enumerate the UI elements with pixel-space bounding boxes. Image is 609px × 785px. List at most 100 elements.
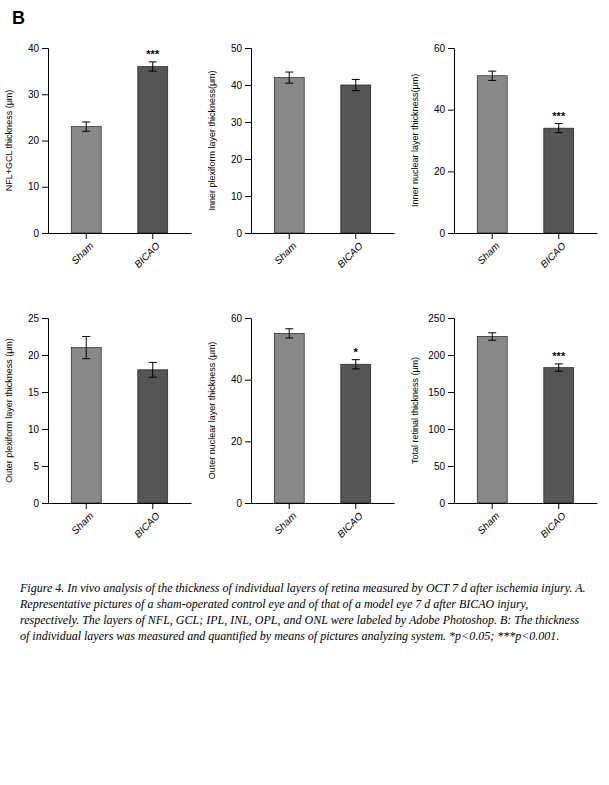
tick-label: 50 — [434, 461, 446, 472]
error-line — [289, 329, 290, 338]
tick-label: 20 — [434, 166, 446, 177]
tick: 50 — [231, 43, 251, 54]
bar — [274, 333, 304, 503]
tick: 0 — [236, 498, 251, 509]
tick: BICAO — [335, 233, 365, 270]
caption: Figure 4. In vivo analysis of the thickn… — [19, 581, 586, 643]
axis-line — [49, 503, 192, 504]
tick: 60 — [231, 313, 251, 324]
tick-mark — [355, 503, 356, 509]
tick-label: BICAO — [538, 240, 568, 270]
error-bar — [352, 360, 360, 369]
tick-label: 150 — [428, 387, 445, 398]
tick-mark — [289, 233, 290, 239]
tick-label: 40 — [231, 374, 243, 385]
x-axis: Sham BICAO — [49, 503, 192, 540]
tick-label: BICAO — [538, 510, 568, 540]
error-bar — [488, 333, 496, 340]
error-cap — [82, 336, 90, 337]
figure: B010203040ShamBICAONFL+GCL thickness (μm… — [0, 0, 609, 785]
tick-label: 200 — [428, 350, 445, 361]
tick-label: 100 — [428, 424, 445, 435]
caption-line: respectively. The layers of NFL, GCL; IP… — [20, 613, 580, 627]
tick-label: 10 — [231, 191, 243, 202]
error-line — [152, 62, 153, 71]
x-axis: Sham BICAO — [252, 503, 395, 540]
tick-mark — [42, 141, 48, 142]
tick-mark — [245, 503, 251, 504]
error-cap — [149, 61, 157, 62]
y-axis: 0204060 — [231, 313, 252, 509]
tick-label: Sham — [69, 510, 95, 536]
error-line — [86, 122, 87, 131]
x-axis: Sham BICAO — [252, 233, 395, 270]
axis-line — [252, 233, 395, 234]
annotation: *** — [146, 48, 160, 60]
tick: Sham — [272, 503, 298, 536]
tick: 60 — [434, 43, 454, 54]
tick: 20 — [28, 135, 48, 146]
tick-mark — [245, 233, 251, 234]
chart: 0204060ShamBICAOInner nuclear layer thic… — [410, 43, 598, 270]
error-cap — [555, 363, 563, 364]
tick: Sham — [272, 233, 298, 266]
tick-label: 40 — [434, 104, 446, 115]
caption-line: of individual layers was measured and qu… — [20, 629, 559, 643]
bar — [274, 78, 304, 233]
error-cap — [82, 358, 90, 359]
tick-label: 10 — [28, 424, 40, 435]
y-axis-title: NFL+GCL thickness (μm) — [4, 90, 14, 192]
axis-line — [455, 503, 598, 504]
tick-label: 0 — [33, 498, 39, 509]
tick: 30 — [28, 89, 48, 100]
bar — [341, 85, 371, 233]
y-axis: 0 20 40 60 — [434, 43, 455, 239]
tick: 0 — [439, 228, 454, 239]
tick-mark — [42, 429, 48, 430]
axis-line — [448, 319, 455, 504]
tick-label: 25 — [28, 313, 40, 324]
annotation: *** — [552, 350, 566, 362]
error-line — [558, 124, 559, 133]
tick-mark — [448, 233, 454, 234]
tick: 40 — [231, 80, 251, 91]
axis-line — [252, 503, 395, 504]
tick-mark — [42, 48, 48, 49]
annotation: *** — [552, 110, 566, 122]
error-cap — [285, 338, 293, 339]
tick-mark — [245, 441, 251, 442]
error-cap — [352, 359, 360, 360]
y-axis-title: Outer nuclear layer thickness (μm) — [207, 342, 217, 480]
axis-line — [245, 49, 252, 234]
y-axis-title: Outer plexiform layer thickness (μm) — [4, 338, 14, 483]
error-cap — [488, 340, 496, 341]
bar — [544, 128, 574, 233]
error-bar — [555, 364, 563, 371]
tick: Sham — [475, 233, 501, 266]
chart: 0204060ShamBICAOOuter nuclear layer thic… — [207, 313, 395, 540]
tick-label: BICAO — [335, 510, 365, 540]
error-line — [492, 71, 493, 80]
tick-mark — [448, 355, 454, 356]
tick-label: 20 — [28, 350, 40, 361]
tick-mark — [558, 503, 559, 509]
y-axis: 01020304050 — [231, 43, 252, 239]
tick-label: 40 — [231, 80, 243, 91]
error-line — [355, 79, 356, 90]
tick-mark — [42, 318, 48, 319]
tick-mark — [245, 85, 251, 86]
tick-mark — [86, 503, 87, 509]
tick: 20 — [28, 350, 48, 361]
tick-mark — [42, 94, 48, 95]
tick-label: 20 — [231, 154, 243, 165]
error-cap — [82, 122, 90, 123]
chart: 0510152025ShamBICAOOuter plexiform layer… — [4, 313, 192, 540]
marks — [274, 329, 370, 503]
marks — [71, 337, 167, 504]
tick-label: BICAO — [335, 240, 365, 270]
error-line — [355, 360, 356, 369]
tick-label: BICAO — [132, 510, 162, 540]
bar — [138, 67, 168, 234]
tick-label: 60 — [434, 43, 446, 54]
error-cap — [149, 377, 157, 378]
